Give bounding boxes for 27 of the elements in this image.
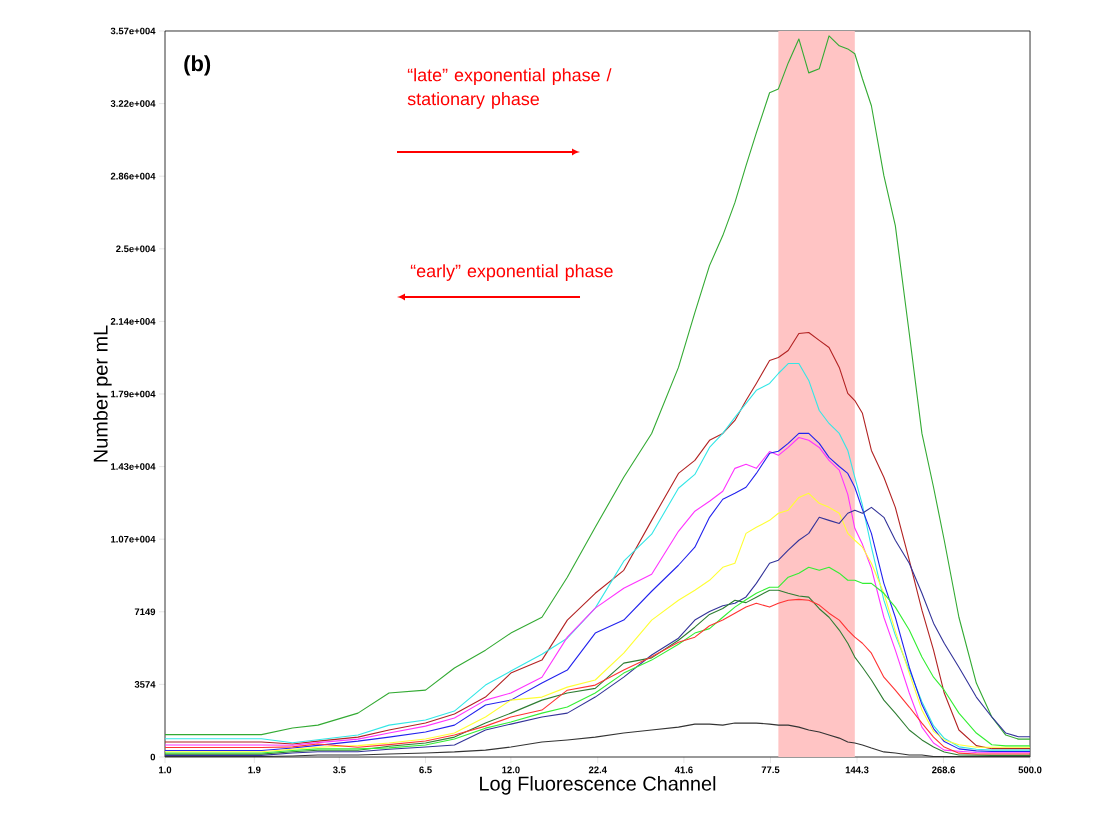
annotation: (b) — [184, 55, 211, 76]
x-tick-label: 500.0 — [1018, 766, 1042, 774]
annotation: “late” exponential phase / stationary phase — [407, 68, 612, 109]
y-tick-label: 2.5e+004 — [116, 245, 156, 253]
y-tick-label: 3.22e+004 — [110, 100, 156, 107]
x-tick-label: 41.6 — [674, 766, 693, 774]
y-tick-label: 1.79e+004 — [111, 390, 156, 398]
x-tick-label: 144.3 — [845, 766, 869, 774]
x-tick-label: 77.5 — [761, 766, 780, 774]
x-axis-title: Log Fluorescence Channel — [480, 776, 716, 795]
annotation: “early” exponential phase — [410, 264, 613, 281]
y-tick-label: 1.07e+004 — [111, 535, 156, 543]
y-axis-title: Number per mL — [93, 325, 112, 462]
y-tick-label: 3.57e+004 — [110, 27, 156, 35]
x-tick-label: 6.5 — [419, 766, 432, 774]
y-tick-label: 2.86e+004 — [110, 172, 156, 180]
x-tick-label: 1.9 — [248, 766, 261, 774]
y-tick-label: 2.14e+004 — [110, 318, 156, 325]
x-tick-label: 1.0 — [159, 766, 172, 774]
y-tick-label: 3574 — [134, 681, 156, 688]
x-tick-label: 22.4 — [588, 766, 607, 774]
y-tick-label: 7149 — [134, 608, 156, 616]
y-tick-label: 0 — [150, 753, 156, 761]
x-tick-label: 12.0 — [502, 766, 520, 774]
x-tick-label: 3.5 — [333, 766, 346, 774]
x-tick-label: 268.6 — [932, 766, 956, 774]
y-tick-label: 1.43e+004 — [111, 463, 156, 470]
